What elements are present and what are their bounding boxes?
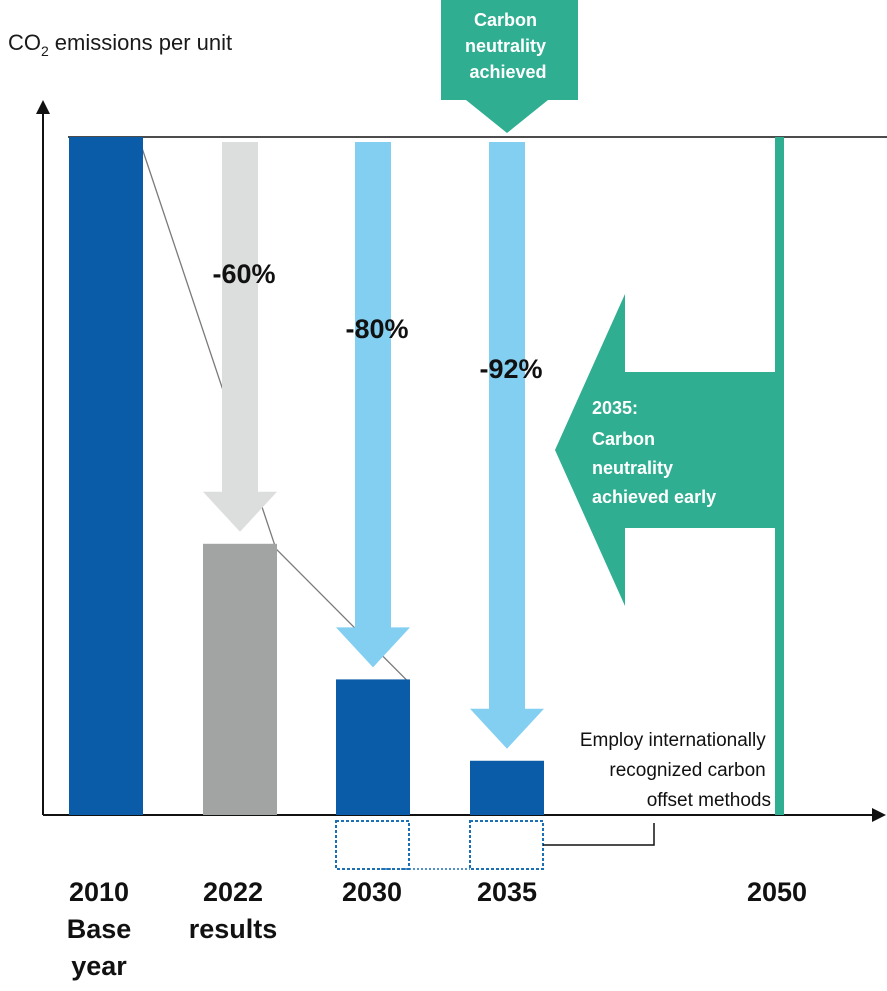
offset-box-2030 bbox=[335, 820, 410, 870]
category-labels: 2010 Base year 2022 results 2030 2035 2050 bbox=[67, 877, 807, 981]
category-label-2050-line-1: 2050 bbox=[747, 877, 807, 907]
offset-note-line-1: Employ internationally bbox=[580, 730, 766, 751]
offset-box-2035 bbox=[469, 820, 544, 870]
top-neutrality-text: Carbon neutrality achieved bbox=[465, 10, 551, 82]
bar-2035 bbox=[470, 760, 544, 815]
bar-2022 bbox=[203, 543, 277, 815]
y-axis-label-subscript: 2 bbox=[41, 43, 49, 59]
reduction-arrow-2030 bbox=[336, 142, 410, 668]
category-label-2010-line-2: Base bbox=[67, 914, 132, 944]
early-neutrality-line-2: Carbon bbox=[592, 429, 655, 449]
reduction-label-2035: -92% bbox=[479, 354, 542, 384]
early-neutrality-text: 2035: Carbon neutrality achieved early bbox=[592, 398, 716, 507]
x-axis-arrowhead bbox=[872, 808, 886, 822]
y-axis-label-text: emissions per unit bbox=[55, 30, 232, 55]
y-axis-label: CO2 emissions per unit bbox=[8, 30, 232, 59]
bar-2010 bbox=[69, 137, 143, 815]
early-neutrality-arrow bbox=[555, 294, 782, 606]
y-axis-arrowhead bbox=[36, 100, 50, 114]
reduction-labels: -60% -80% -92% bbox=[212, 259, 542, 384]
top-callout-line-2: neutrality bbox=[465, 36, 546, 56]
category-label-2030-line-1: 2030 bbox=[342, 877, 402, 907]
category-label-2035-line-1: 2035 bbox=[477, 877, 537, 907]
top-callout-line-1: Carbon bbox=[474, 10, 537, 30]
y-axis-label-prefix: CO bbox=[8, 30, 41, 55]
early-neutrality-line-1: 2035: bbox=[592, 398, 638, 418]
category-label-2010-line-3: year bbox=[71, 951, 127, 981]
offset-note-leader bbox=[543, 823, 655, 846]
category-label-2022-line-1: 2022 bbox=[203, 877, 263, 907]
bar-2030 bbox=[336, 679, 410, 815]
reduction-arrow-2022 bbox=[203, 142, 277, 532]
category-label-2010-line-1: 2010 bbox=[69, 877, 129, 907]
early-neutrality-line-4: achieved early bbox=[592, 487, 716, 507]
top-neutrality-callout bbox=[441, 0, 578, 133]
reduction-arrows bbox=[203, 142, 544, 749]
bars bbox=[69, 137, 544, 815]
connector-2022-2030 bbox=[272, 545, 409, 682]
offset-note-line-2: recognized carbon bbox=[609, 760, 765, 781]
offset-note: Employ internationally recognized carbon… bbox=[580, 730, 771, 811]
reduction-label-2022: -60% bbox=[212, 259, 275, 289]
reduction-arrow-2035 bbox=[470, 142, 544, 749]
top-callout-line-3: achieved bbox=[469, 62, 546, 82]
offset-note-line-3: offset methods bbox=[647, 790, 771, 811]
early-neutrality-line-3: neutrality bbox=[592, 458, 673, 478]
category-label-2022-line-2: results bbox=[189, 914, 278, 944]
reduction-label-2030: -80% bbox=[345, 314, 408, 344]
